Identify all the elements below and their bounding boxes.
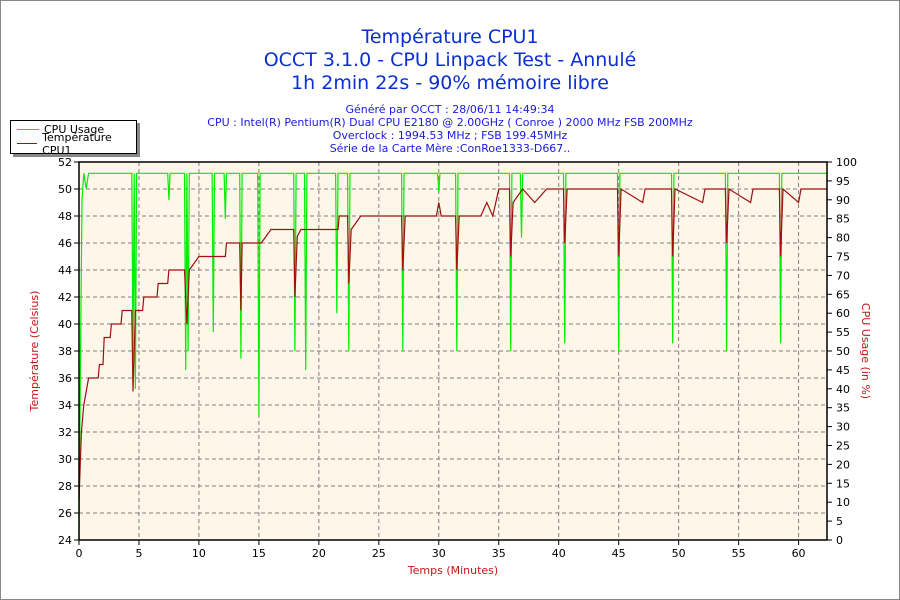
y2-tick-label: 35 [836, 402, 850, 415]
y-axis-label: Température (Celsius) [28, 291, 41, 413]
y-tick-label: 46 [58, 237, 72, 250]
y-tick-label: 44 [58, 264, 72, 277]
y2-tick-label: 50 [836, 345, 850, 358]
y2-tick-label: 10 [836, 496, 850, 509]
info-overclock: Overclock : 1994.53 MHz ; FSB 199.45MHz [332, 129, 568, 142]
y-tick-label: 32 [58, 426, 72, 439]
y2-tick-label: 75 [836, 251, 850, 264]
x-tick-label: 45 [612, 547, 626, 560]
x-tick-label: 55 [732, 547, 746, 560]
x-tick-label: 0 [76, 547, 83, 560]
x-tick-label: 15 [252, 547, 266, 560]
y-tick-label: 48 [58, 210, 72, 223]
x-tick-label: 40 [552, 547, 566, 560]
chart-title: Température CPU1 [361, 26, 539, 48]
y2-tick-label: 95 [836, 175, 850, 188]
x-tick-label: 10 [192, 547, 206, 560]
info-generated: Généré par OCCT : 28/06/11 14:49:34 [345, 103, 555, 116]
y2-tick-label: 20 [836, 458, 850, 471]
y2-tick-label: 70 [836, 269, 850, 282]
y-tick-label: 34 [58, 399, 72, 412]
y2-tick-label: 100 [836, 156, 857, 169]
x-tick-label: 30 [432, 547, 446, 560]
legend-item-cpu-usage: CPU Usage [17, 123, 104, 136]
y2-tick-label: 25 [836, 440, 850, 453]
y2-tick-label: 85 [836, 213, 850, 226]
x-tick-label: 60 [792, 547, 806, 560]
x-tick-label: 50 [672, 547, 686, 560]
legend: CPU Usage Température CPU1 [10, 120, 137, 157]
series-line-temperature [78, 187, 827, 500]
y2-tick-label: 60 [836, 307, 850, 320]
y-tick-label: 40 [58, 318, 72, 331]
info-cpu: CPU : Intel(R) Pentium(R) Dual CPU E2180… [207, 116, 693, 129]
y-tick-label: 24 [58, 534, 72, 547]
y-tick-label: 36 [58, 372, 72, 385]
y2-tick-label: 0 [836, 534, 843, 547]
y2-tick-label: 55 [836, 326, 850, 339]
x-tick-label: 5 [135, 547, 142, 560]
y-tick-label: 50 [58, 183, 72, 196]
y2-axis-label: CPU Usage (in %) [859, 303, 872, 399]
y2-tick-label: 90 [836, 194, 850, 207]
y-tick-label: 28 [58, 480, 72, 493]
x-tick-label: 35 [492, 547, 506, 560]
x-axis-label: Temps (Minutes) [407, 564, 498, 577]
chart-subtitle: OCCT 3.1.0 - CPU Linpack Test - Annulé [263, 49, 637, 71]
y-tick-label: 26 [58, 507, 72, 520]
y-tick-label: 30 [58, 453, 72, 466]
y-tick-label: 38 [58, 345, 72, 358]
x-tick-label: 25 [372, 547, 386, 560]
y2-tick-label: 5 [836, 515, 843, 528]
legend-label: Température CPU1 [42, 130, 112, 157]
legend-label: CPU Usage [44, 123, 105, 136]
x-tick-label: 20 [312, 547, 326, 560]
y2-tick-label: 65 [836, 288, 850, 301]
y2-tick-label: 40 [836, 383, 850, 396]
series-line-cpu-usage [78, 172, 827, 541]
chart-duration: 1h 2min 22s - 90% mémoire libre [291, 72, 609, 94]
plot-border [78, 161, 828, 541]
y2-tick-label: 80 [836, 232, 850, 245]
info-motherboard: Série de la Carte Mère :ConRoe1333-D667.… [329, 142, 571, 155]
y2-tick-label: 15 [836, 477, 850, 490]
legend-item-temperature: Température CPU1 [17, 131, 136, 157]
y2-tick-label: 45 [836, 364, 850, 377]
y-tick-label: 52 [58, 156, 72, 169]
y2-tick-label: 30 [836, 421, 850, 434]
y-tick-label: 42 [58, 291, 72, 304]
